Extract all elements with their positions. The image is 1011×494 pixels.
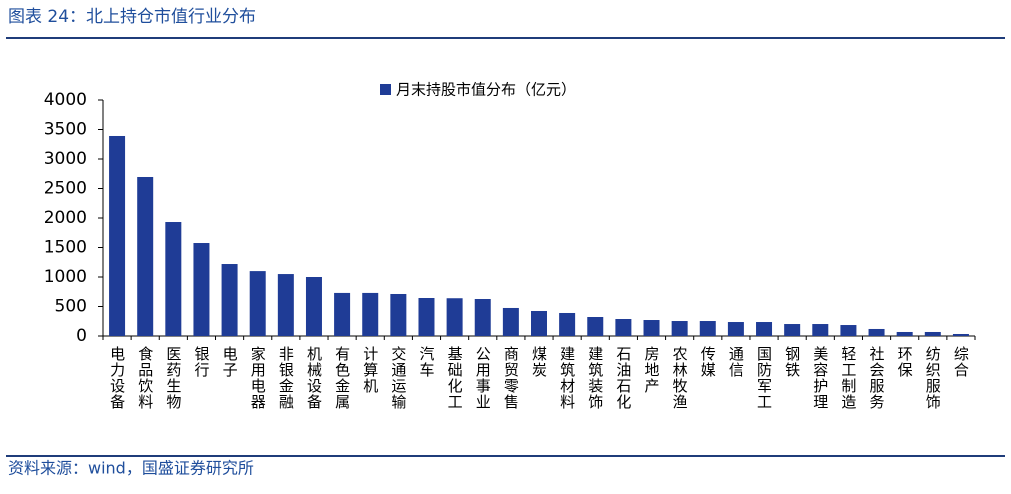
- x-tick-label: 电力设备: [108, 346, 126, 410]
- x-tick-label: 国防军工: [755, 346, 773, 410]
- chart: 0 500 1000 1500 2000 2500 3000 3500 4000 月末持股市值分布…: [44, 81, 976, 410]
- y-tick-label: 4000: [44, 90, 87, 110]
- x-tick-label: 美容护理: [811, 346, 829, 410]
- x-tick-label: 食品饮料: [136, 346, 154, 410]
- x-tick-label: 家用电器: [249, 346, 267, 410]
- bar: [868, 328, 885, 336]
- x-tick-label: 农林牧渔: [671, 346, 689, 410]
- bar: [699, 321, 716, 336]
- x-tick-label: 石油石化: [614, 346, 632, 410]
- x-tick-label: 传媒: [699, 346, 717, 378]
- y-tick-label: 500: [55, 297, 87, 317]
- bar: [446, 298, 463, 336]
- bar: [334, 292, 351, 336]
- bar: [362, 292, 379, 336]
- source-note: 资料来源：wind，国盛证券研究所: [8, 459, 254, 478]
- x-tick-label: 交通运输: [389, 345, 407, 410]
- x-tick-label: 公用事业: [474, 346, 492, 410]
- x-tick-label: 银行: [192, 346, 210, 378]
- x-tick-label: 环保: [896, 346, 914, 378]
- bar: [587, 317, 604, 336]
- y-tick-label: 2500: [44, 179, 87, 199]
- x-tick-label: 通信: [727, 346, 745, 378]
- bar: [643, 320, 660, 336]
- x-tick-label: 煤炭: [530, 346, 548, 378]
- x-tick-label: 医药生物: [164, 346, 182, 410]
- bar: [812, 324, 829, 336]
- x-tick-label: 汽车: [417, 346, 435, 378]
- bar: [137, 176, 154, 336]
- bar: [418, 298, 435, 336]
- bar: [896, 331, 913, 336]
- bar: [531, 310, 547, 336]
- bar: [109, 135, 126, 336]
- bar: [924, 331, 941, 336]
- bar: [474, 299, 491, 336]
- x-tick-label: 社会服务: [868, 346, 886, 410]
- x-tick-label: 轻工制造: [839, 346, 857, 410]
- bar: [502, 307, 519, 336]
- bar: [756, 322, 773, 336]
- bar: [221, 264, 238, 336]
- y-tick-label: 1500: [44, 238, 87, 258]
- x-tick-label: 纺织服饰: [924, 346, 942, 410]
- x-tick-label: 建筑材料: [558, 346, 576, 410]
- y-tick-label: 3000: [44, 149, 87, 169]
- x-tick-label: 基础化工: [446, 346, 464, 410]
- bar: [165, 222, 182, 336]
- x-tick-label: 电子: [221, 346, 239, 378]
- bar: [671, 321, 688, 336]
- y-tick-label: 1000: [44, 267, 87, 287]
- figure-title: 图表 24：北上持仓市值行业分布: [8, 7, 256, 27]
- legend-label: 月末持股市值分布（亿元）: [396, 81, 576, 99]
- x-tick-label: 计算机: [361, 346, 379, 394]
- x-tick-label: 房地产: [643, 346, 661, 394]
- x-tick-label: 机械设备: [305, 346, 323, 410]
- bar: [615, 319, 632, 336]
- bar: [193, 243, 210, 336]
- x-tick-label: 商贸零售: [502, 346, 520, 410]
- bar: [390, 293, 407, 336]
- x-tick-label: 建筑装饰: [586, 346, 604, 410]
- x-tick-label: 综合: [952, 346, 970, 378]
- x-tick-label: 钢铁: [783, 346, 801, 378]
- x-tick-label: 有色金属: [333, 346, 351, 410]
- bar: [784, 324, 801, 336]
- legend-swatch: [380, 84, 391, 95]
- bar: [277, 274, 294, 336]
- y-tick-label: 0: [76, 326, 87, 346]
- bar: [840, 325, 857, 336]
- bar: [559, 312, 576, 336]
- bar: [249, 271, 266, 336]
- bar: [727, 322, 744, 336]
- bar: [305, 277, 322, 336]
- y-tick-label: 3500: [44, 120, 87, 140]
- bar: [952, 333, 969, 336]
- x-tick-label: 非银金融: [277, 346, 295, 410]
- y-tick-label: 2000: [44, 208, 87, 228]
